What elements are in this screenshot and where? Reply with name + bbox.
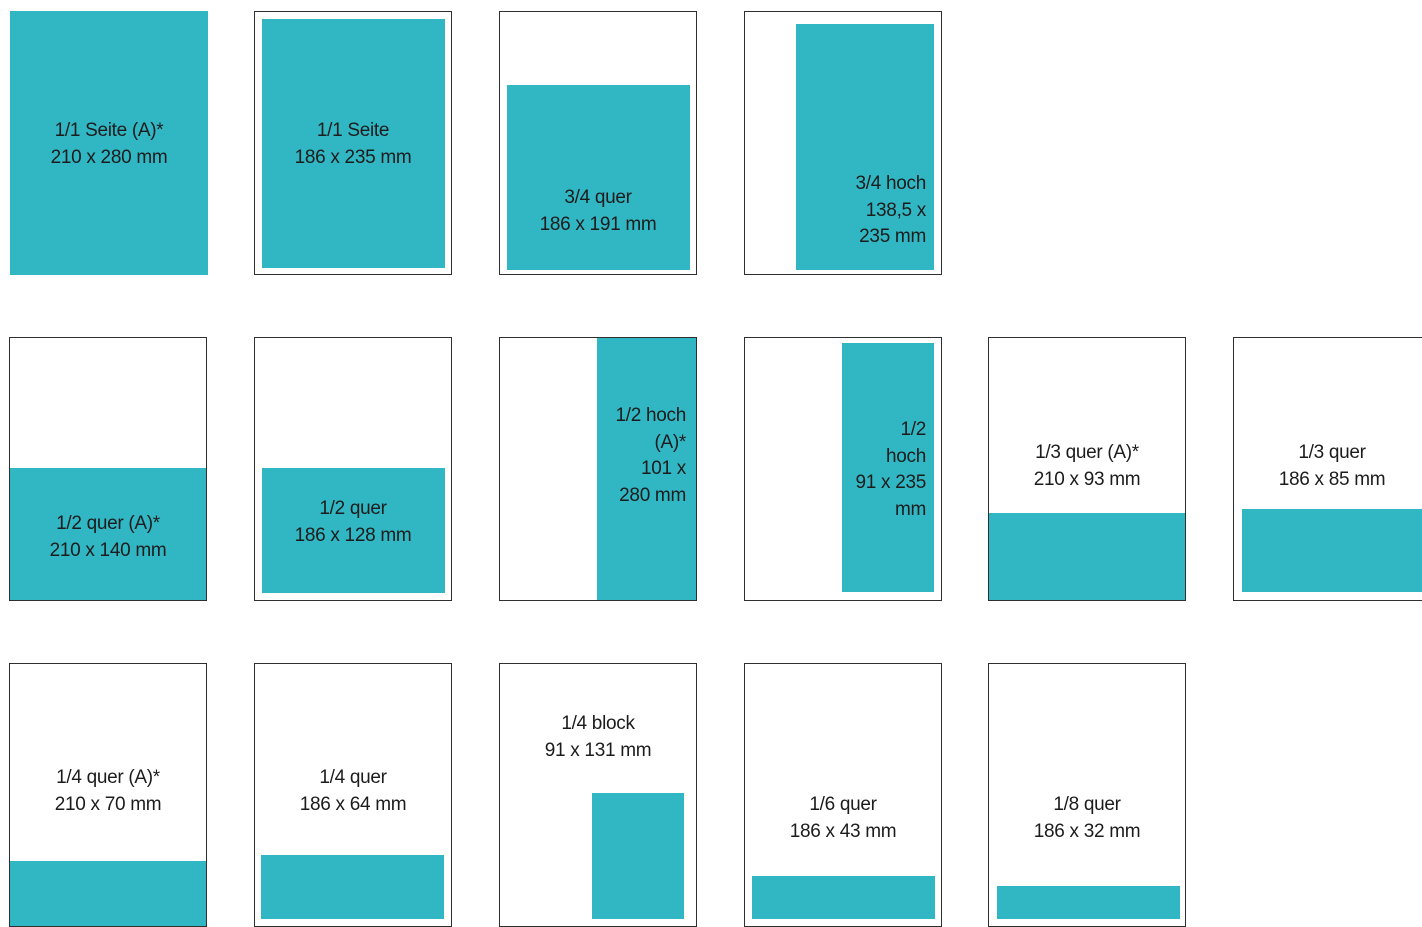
format-label: 1/1 Seite 186 x 235 mm [255,118,451,171]
ad-area [842,343,934,592]
format-size-line2: 280 mm [619,484,686,506]
format-1-4-quer: 1/4 quer 186 x 64 mm [254,663,452,927]
format-3-4-quer: 3/4 quer 186 x 191 mm [499,11,697,275]
format-label: 1/3 quer (A)* 210 x 93 mm [989,440,1185,493]
format-1-1-seite-a: 1/1 Seite (A)* 210 x 280 mm [10,11,208,275]
format-1-4-block: 1/4 block 91 x 131 mm [499,663,697,927]
format-label: 1/4 quer 186 x 64 mm [255,765,451,818]
format-size: 186 x 85 mm [1278,468,1386,490]
format-1-2-quer-a: 1/2 quer (A)* 210 x 140 mm [9,337,207,601]
ad-area [989,513,1185,600]
format-1-1-seite: 1/1 Seite 186 x 235 mm [254,11,452,275]
format-1-6-quer: 1/6 quer 186 x 43 mm [744,663,942,927]
format-size: 186 x 43 mm [789,820,897,842]
format-label: 1/3 quer 186 x 85 mm [1234,440,1422,493]
format-name: 1/4 quer (A)* [56,767,160,788]
format-label: 1/2 hoch (A)* 101 x 280 mm [616,403,687,509]
format-label: 3/4 hoch 138,5 x 235 mm [856,171,927,251]
format-size-line2: 235 mm [859,226,926,247]
format-name: 1/1 Seite [316,120,390,141]
ad-area [261,855,444,919]
ad-area [10,468,206,600]
format-1-3-quer-a: 1/3 quer (A)* 210 x 93 mm [988,337,1186,601]
format-name: 1/1 Seite (A)* [54,120,164,141]
format-size: 210 x 93 mm [1033,468,1141,490]
format-name: 1/2 quer (A)* [56,513,160,534]
format-name: 1/3 quer (A)* [1035,442,1139,463]
format-name: 1/2 hoch [615,405,687,426]
format-label: 1/2 quer (A)* 210 x 140 mm [10,511,206,564]
format-label: 1/4 quer (A)* 210 x 70 mm [10,765,206,818]
format-name: 3/4 quer [564,187,632,208]
format-label: 3/4 quer 186 x 191 mm [500,185,696,238]
format-size: 186 x 64 mm [299,793,407,815]
format-size: 210 x 140 mm [49,539,167,561]
ad-area [262,468,445,593]
format-name: 1/6 quer [809,794,877,815]
ad-area [10,11,208,275]
format-size: 186 x 32 mm [1033,820,1141,842]
format-name: 1/3 quer [1298,442,1366,463]
ad-area [10,861,206,926]
ad-area [592,793,684,919]
format-size: 186 x 128 mm [294,524,412,546]
format-size: 210 x 70 mm [54,793,162,815]
ad-area [507,85,690,270]
format-label: 1/8 quer 186 x 32 mm [989,792,1185,845]
format-name: 1/2 quer [319,498,387,519]
format-1-2-hoch-a: 1/2 hoch (A)* 101 x 280 mm [499,337,697,601]
ad-area [1242,509,1422,592]
format-label: 1/4 block 91 x 131 mm [500,711,696,764]
ad-area [752,876,935,919]
format-size: 186 x 235 mm [294,146,412,168]
format-name: 1/8 quer [1053,794,1121,815]
ad-area [997,886,1180,919]
format-1-3-quer: 1/3 quer 186 x 85 mm [1233,337,1422,601]
format-3-4-hoch: 3/4 hoch 138,5 x 235 mm [744,11,942,275]
format-size: 210 x 280 mm [50,146,168,168]
ad-area [262,19,445,268]
format-1-2-quer: 1/2 quer 186 x 128 mm [254,337,452,601]
format-1-2-hoch: 1/2 hoch 91 x 235 mm [744,337,942,601]
format-size: 186 x 191 mm [539,213,657,235]
format-name-suffix: (A)* [654,431,686,453]
format-name: 1/2 [900,419,926,440]
format-size-line1: 138,5 x [865,199,927,221]
format-1-4-quer-a: 1/4 quer (A)* 210 x 70 mm [9,663,207,927]
format-size-line2: mm [894,498,926,520]
format-size: 91 x 131 mm [544,739,652,761]
format-label: 1/2 hoch 91 x 235 mm [856,417,927,523]
format-label: 1/6 quer 186 x 43 mm [745,792,941,845]
format-name-suffix: hoch [885,445,926,467]
format-size-line1: 91 x 235 [855,472,927,493]
format-name: 3/4 hoch [855,173,927,194]
format-1-8-quer: 1/8 quer 186 x 32 mm [988,663,1186,927]
format-name: 1/4 block [561,713,635,734]
format-label: 1/2 quer 186 x 128 mm [255,496,451,549]
format-label: 1/1 Seite (A)* 210 x 280 mm [10,118,208,171]
ad-area [597,338,696,600]
format-name: 1/4 quer [319,767,387,788]
format-size-line1: 101 x [641,458,686,479]
ad-area [796,24,934,270]
